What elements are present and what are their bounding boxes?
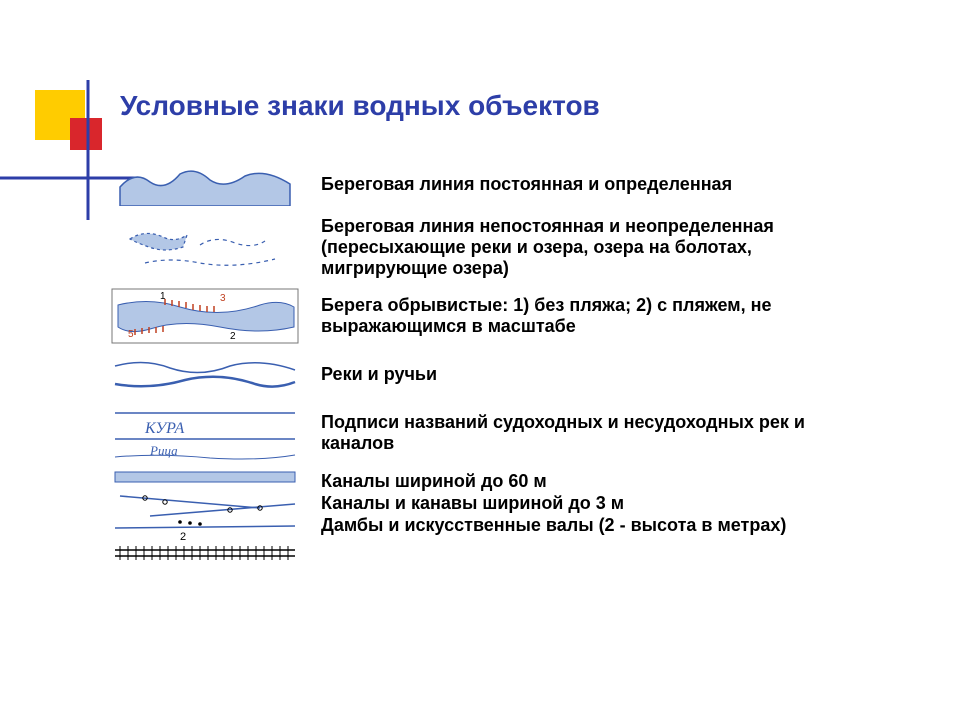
num-1: 1 xyxy=(160,291,166,302)
legend-row-rivers: Реки и ручьи xyxy=(105,350,865,398)
page-title: Условные знаки водных объектов xyxy=(120,90,600,122)
legend-row-coast-perm: Береговая линия постоянная и определенна… xyxy=(105,160,865,208)
symbol-rivers xyxy=(105,352,305,396)
num-2: 2 xyxy=(230,331,236,342)
desc-channels-1: Каналы шириной до 60 м xyxy=(321,471,865,492)
desc-coast-var: Береговая линия непостоянная и неопредел… xyxy=(305,216,865,279)
symbol-coast-perm xyxy=(105,162,305,206)
symbol-coast-var xyxy=(105,217,305,277)
desc-coast-perm: Береговая линия постоянная и определенна… xyxy=(305,174,865,195)
title-text: Условные знаки водных объектов xyxy=(120,90,600,121)
symbol-channels: 2 xyxy=(105,468,305,564)
desc-channels-3: Дамбы и искусственные валы (2 - высота в… xyxy=(321,515,865,536)
symbol-names: КУРА Рица xyxy=(105,403,305,463)
legend-row-channels: 2 Каналы ши xyxy=(105,468,865,568)
desc-channels-2: Каналы и канавы шириной до 3 м xyxy=(321,493,865,514)
num-5: 5 xyxy=(128,329,134,340)
num-3: 3 xyxy=(220,293,226,304)
label-kura: КУРА xyxy=(144,420,185,437)
legend-table: Береговая линия постоянная и определенна… xyxy=(105,160,865,572)
legend-row-coast-var: Береговая линия непостоянная и неопредел… xyxy=(105,212,865,282)
desc-steep-banks: Берега обрывистые: 1) без пляжа; 2) с пл… xyxy=(305,295,865,337)
desc-channels: Каналы шириной до 60 м Каналы и канавы ш… xyxy=(305,468,865,537)
legend-row-steep-banks: 1 3 5 2 Берега обрывистые: 1) без пляжа;… xyxy=(105,286,865,346)
symbol-steep-banks: 1 3 5 2 xyxy=(105,287,305,345)
desc-rivers: Реки и ручьи xyxy=(305,364,865,385)
desc-names: Подписи названий судоходных и несудоходн… xyxy=(305,412,865,454)
legend-row-names: КУРА Рица Подписи названий судоходных и … xyxy=(105,402,865,464)
num-2b: 2 xyxy=(180,531,186,543)
